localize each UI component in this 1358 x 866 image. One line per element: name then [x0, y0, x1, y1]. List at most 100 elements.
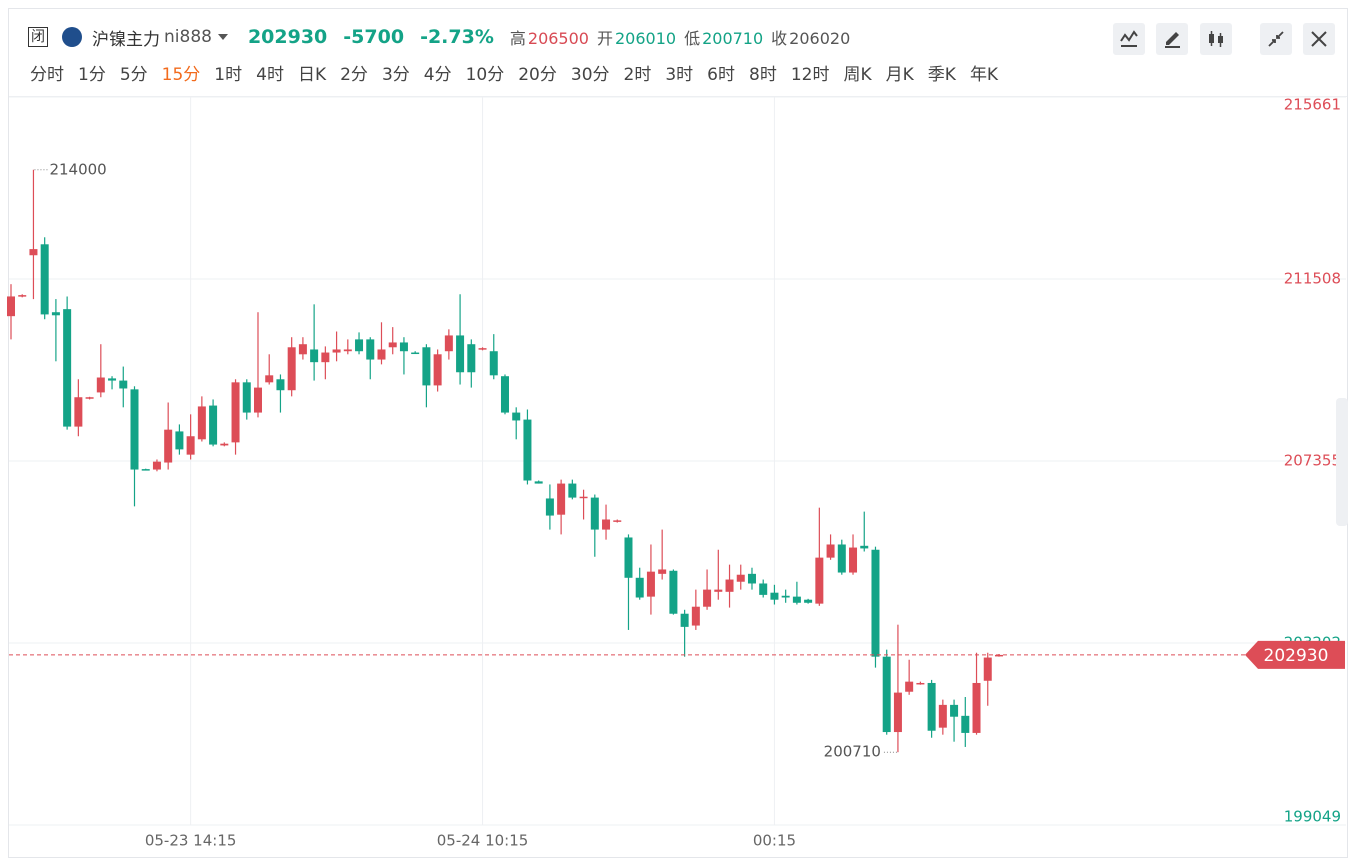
candle-body — [96, 377, 105, 393]
last-price-tag — [1245, 640, 1345, 669]
stats: 高 206500 开 206010 低 200710 收 206020 — [510, 25, 850, 49]
interval-tab[interactable]: 15分 — [161, 65, 201, 85]
dropdown-arrow[interactable] — [217, 34, 228, 40]
interval-tab[interactable]: 1分 — [78, 65, 106, 85]
candle-body — [680, 613, 689, 627]
candle-body — [119, 380, 128, 389]
candle-body — [545, 498, 554, 516]
candle-body — [759, 583, 768, 595]
candle-body — [882, 656, 891, 733]
indicator-button[interactable] — [1113, 23, 1145, 55]
stat-value: 200710 — [702, 29, 764, 48]
instrument-name: 沪镍主力 — [92, 29, 160, 50]
interval-tab[interactable]: 日K — [297, 65, 327, 85]
interval-tab[interactable]: 8时 — [749, 65, 777, 85]
max-label: 214000 — [49, 160, 106, 178]
candle-body — [781, 595, 790, 598]
price-change-pct: -2.73% — [420, 26, 494, 48]
candle-body — [579, 496, 588, 499]
interval-tab[interactable]: 10分 — [465, 65, 505, 85]
candle-body — [209, 405, 218, 445]
candle-body — [287, 347, 296, 391]
candle-body — [467, 344, 476, 373]
interval-tab[interactable]: 5分 — [119, 65, 148, 85]
interval-tab[interactable]: 1时 — [214, 65, 243, 85]
interval-tab[interactable]: 周K — [843, 65, 872, 85]
candle-body — [950, 704, 959, 717]
candle-body — [792, 596, 801, 603]
candle-body — [736, 574, 745, 582]
candle-body — [422, 347, 431, 386]
scrollbar[interactable] — [1336, 398, 1348, 526]
chart-type-button[interactable] — [1200, 23, 1232, 55]
candle-body — [242, 382, 251, 413]
candle-body — [253, 387, 262, 413]
candle-body — [927, 682, 936, 731]
interval-tab[interactable]: 30分 — [570, 65, 610, 85]
interval-tab[interactable]: 2分 — [340, 65, 368, 85]
candle-body — [456, 335, 465, 373]
shrink-button[interactable] — [1260, 23, 1292, 55]
candle-body — [276, 379, 285, 391]
icon — [1311, 31, 1327, 47]
close-button[interactable] — [1303, 23, 1335, 55]
x-tick-label: 05-23 14:15 — [145, 832, 237, 850]
interval-tab[interactable]: 2时 — [623, 65, 652, 85]
candle-body — [837, 544, 846, 573]
stat-label: 高 — [509, 29, 526, 48]
candle-body — [377, 349, 386, 360]
candle-body — [871, 549, 880, 657]
candle-body — [747, 573, 756, 584]
x-tick-label: 00:15 — [753, 832, 796, 850]
candle-body — [197, 406, 206, 440]
interval-tab[interactable]: 4时 — [256, 65, 284, 85]
icon — [1165, 32, 1180, 48]
candle-body — [343, 349, 352, 352]
candle-body — [433, 354, 442, 386]
candle-body — [893, 692, 902, 733]
interval-tab[interactable]: 3分 — [381, 65, 410, 85]
icon — [1120, 30, 1138, 47]
interval-tab[interactable]: 4分 — [423, 65, 452, 85]
draw-button[interactable] — [1156, 23, 1188, 55]
interval-tab[interactable]: 月K — [885, 65, 914, 85]
stat-value: 206010 — [614, 29, 677, 48]
candle-body — [310, 349, 319, 363]
interval-tab[interactable]: 6时 — [707, 65, 735, 85]
candle-body — [725, 579, 734, 592]
icon — [1268, 31, 1284, 47]
interval-tab[interactable]: 分时 — [30, 65, 64, 85]
candle-body — [568, 483, 577, 498]
interval-tab[interactable]: 季K — [927, 65, 956, 85]
last-price-tag-label: 202930 — [1264, 646, 1329, 666]
candle-body — [994, 654, 1003, 657]
candle-body — [938, 704, 947, 728]
exchange-icon — [62, 27, 82, 47]
candle-body — [916, 682, 925, 685]
candle-body — [186, 436, 195, 455]
candle-body — [74, 397, 83, 427]
min-label: 200710 — [824, 743, 881, 761]
candle-body — [399, 342, 408, 352]
interval-tab[interactable]: 年K — [969, 65, 999, 85]
candle-body — [85, 397, 94, 399]
candle-body — [523, 419, 532, 481]
header: 闭 沪镍主力 ni888 202930 -5700 -2.73% 高 206500… — [28, 22, 850, 52]
interval-tab[interactable]: 3时 — [665, 65, 694, 85]
candle-body — [152, 461, 161, 470]
interval-tabs: 分时 1分 5分 15分 1时 4时 日K 2分 3分 4分 10分 20分 30分 2时 3时 6时 8时 12… — [30, 60, 998, 85]
interval-tab[interactable]: 20分 — [518, 65, 557, 85]
candle-body — [40, 244, 49, 315]
instrument-code[interactable]: ni888 — [164, 27, 212, 47]
candle-body — [849, 547, 858, 573]
candle-body — [500, 376, 509, 413]
candle-body — [355, 339, 364, 352]
candle-body — [961, 715, 970, 733]
candle-body — [130, 389, 139, 470]
status-badge: 闭 — [28, 27, 48, 47]
candle-body — [321, 352, 330, 363]
interval-tab[interactable]: 12时 — [790, 65, 830, 85]
candle-body — [29, 249, 38, 256]
candle-body — [972, 682, 981, 733]
